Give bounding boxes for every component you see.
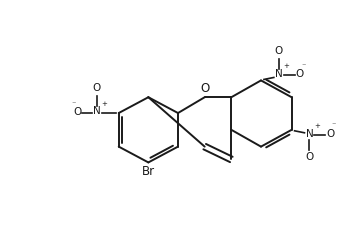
Text: O: O (326, 129, 334, 139)
Text: ⁻: ⁻ (332, 121, 336, 130)
Text: O: O (73, 107, 81, 117)
Text: O: O (200, 82, 209, 95)
Text: N: N (305, 129, 313, 139)
Text: +: + (314, 123, 320, 129)
Text: N: N (275, 69, 283, 79)
Text: +: + (283, 63, 289, 69)
Text: Br: Br (142, 165, 155, 178)
Text: O: O (305, 152, 314, 161)
Text: +: + (101, 101, 107, 107)
Text: O: O (274, 46, 283, 56)
Text: O: O (295, 70, 304, 79)
Text: N: N (93, 106, 101, 116)
Text: O: O (93, 83, 101, 93)
Text: ⁻: ⁻ (301, 61, 306, 70)
Text: ⁻: ⁻ (71, 99, 75, 108)
